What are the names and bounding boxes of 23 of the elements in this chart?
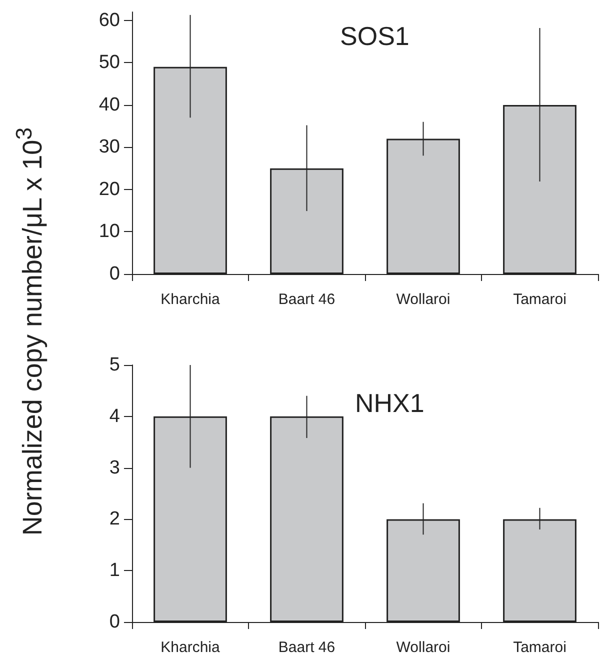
y-tick-label: 10: [98, 221, 120, 242]
x-tick-label: Tamaroi: [513, 639, 566, 656]
text: NHX1: [355, 388, 424, 418]
y-tick-label: 0: [109, 264, 120, 284]
y-tick-label: 0: [109, 612, 120, 632]
y-tick-label: 50: [98, 52, 120, 74]
x-tick-label: Baart 46: [278, 639, 336, 656]
y-tick-label: 4: [109, 406, 120, 427]
x-tick-label: Kharchia: [160, 291, 221, 308]
x-tick-label: Wollaroi: [396, 639, 450, 656]
y-tick-label: 1: [109, 560, 120, 582]
x-tick-label: Wollaroi: [396, 291, 450, 308]
x-tick-label: Kharchia: [160, 639, 221, 656]
chart-title: SOS1: [340, 21, 410, 51]
y-tick-label: 20: [98, 178, 120, 200]
y-tick-label: 60: [98, 10, 120, 31]
y-tick-label: 2: [109, 508, 120, 530]
x-tick-label: Tamaroi: [513, 291, 566, 308]
y-tick-label: 30: [98, 136, 120, 158]
y-tick-label: 40: [98, 94, 120, 116]
y-tick-label: 5: [109, 354, 120, 376]
x-tick-label: Baart 46: [278, 291, 336, 308]
y-tick-label: 3: [109, 457, 120, 478]
